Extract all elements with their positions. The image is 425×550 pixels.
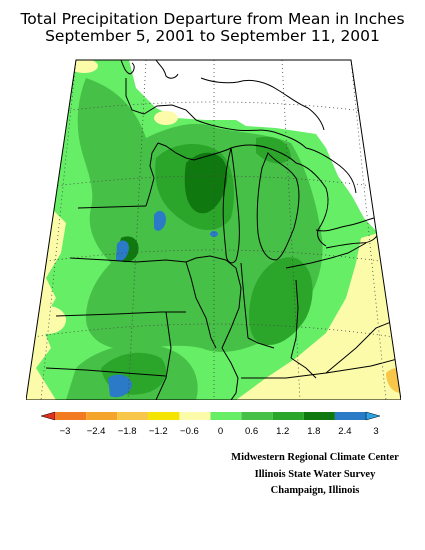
- near-normal-spot: [30, 306, 66, 334]
- legend-swatch: [210, 412, 242, 420]
- great-lakes-outline: [193, 119, 379, 264]
- color-legend: −3 −2.4 −1.8 −1.2 −0.6 0 0.6 1.2 1.8 2.4 3: [40, 411, 381, 437]
- legend-swatch: [148, 412, 180, 420]
- legend-swatch: [272, 412, 304, 420]
- departure-over-2-4-center: [154, 210, 166, 231]
- legend-arrow-high: [365, 411, 381, 421]
- legend-tick-label: −1.8: [118, 426, 137, 437]
- legend-tick-label: −3: [60, 426, 71, 437]
- departure-2-4-center: [184, 152, 228, 214]
- near-normal-spot: [70, 60, 98, 73]
- legend-swatch: [303, 412, 335, 420]
- legend-tick-label: 3: [373, 426, 378, 437]
- legend-tick-label: −0.6: [180, 426, 199, 437]
- legend-tick-label: 1.8: [307, 426, 320, 437]
- near-normal-spot: [154, 111, 178, 125]
- legend-tick-label: 1.2: [276, 426, 289, 437]
- map-title: Total Precipitation Departure from Mean …: [20, 10, 405, 28]
- state-boundaries: [45, 78, 401, 400]
- legend-swatch: [86, 412, 118, 420]
- credit-organization: Midwestern Regional Climate Center: [231, 452, 399, 463]
- departure-over-2-4-west: [116, 240, 129, 262]
- legend-tick-label: 0: [218, 426, 223, 437]
- legend-tick-label: 2.4: [338, 426, 351, 437]
- no-data-region: [126, 60, 401, 233]
- legend-swatch: [55, 412, 87, 420]
- legend-tick-label: −2.4: [87, 426, 106, 437]
- northern-coastline: [120, 60, 325, 131]
- departure-over-2-4-east-dot: [210, 231, 218, 237]
- map-frame: [26, 59, 401, 400]
- map-date-range: September 5, 2001 to September 11, 2001: [45, 27, 380, 45]
- near-normal-southeast: [236, 233, 401, 400]
- legend-tick-label: −1.2: [149, 426, 168, 437]
- departure-over-2-4-southwest: [108, 374, 132, 398]
- lat-lon-grid: [26, 60, 401, 400]
- legend-swatch: [179, 412, 211, 420]
- credit-location: Champaign, Illinois: [270, 485, 360, 496]
- legend-arrow-low: [40, 411, 56, 421]
- legend-swatch: [334, 412, 366, 420]
- precipitation-map: [26, 59, 401, 400]
- legend-swatch: [117, 412, 149, 420]
- legend-swatch: [241, 412, 273, 420]
- legend-tick-label: 0.6: [245, 426, 258, 437]
- credit-survey: Illinois State Water Survey: [254, 469, 376, 480]
